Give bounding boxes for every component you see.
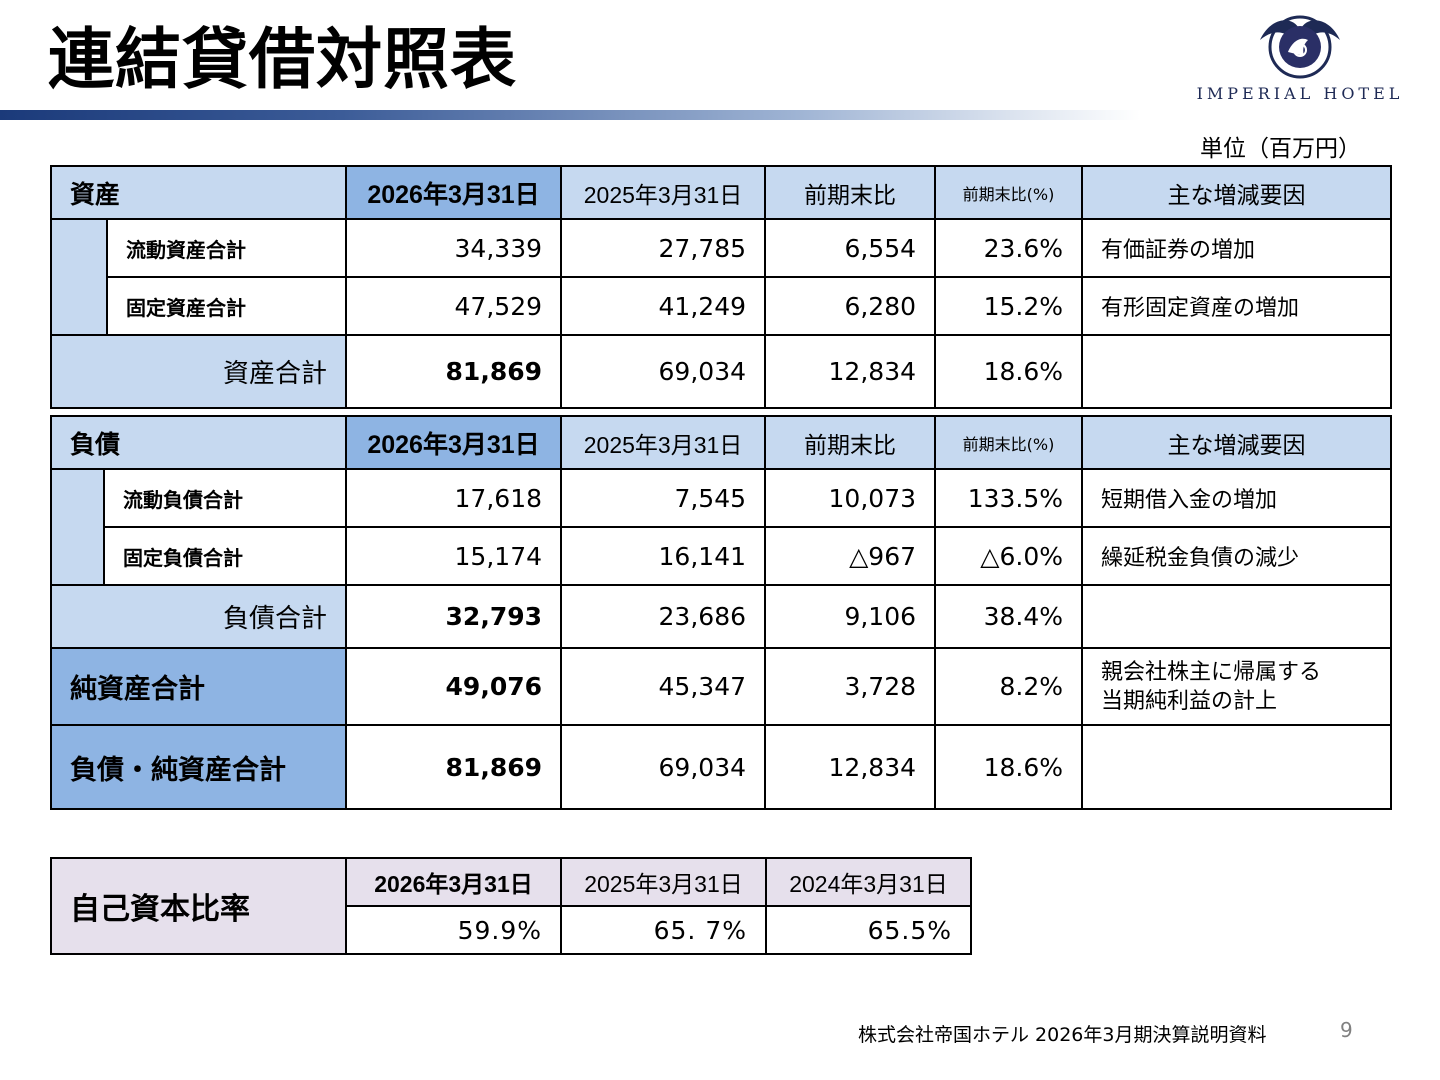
page-number: 9 [1340,1018,1353,1042]
col-header-date: 2025年3月31日 [560,857,767,907]
cell-value: 7,545 [560,468,767,528]
cell-value: 65.5% [765,905,972,955]
equity-ratio-table: 自己資本比率 2026年3月31日 2025年3月31日 2024年3月31日 … [50,857,972,955]
logo-wordmark: IMPERIAL HOTEL [1196,84,1404,103]
col-header-date1: 2026年3月31日 [345,415,563,470]
row-label: 流動負債合計 [102,468,348,528]
cell-value: 32,793 [345,584,563,649]
cell-value: 47,529 [345,276,563,336]
cell-value: 69,034 [560,334,767,409]
row-label: 資産合計 [49,334,348,409]
col-header-date: 2026年3月31日 [345,857,562,907]
cell-value: 23.6% [934,218,1084,278]
cell-value: 81,869 [345,724,563,810]
cell-value: 59.9% [345,905,562,955]
cell-value: 10,073 [764,468,937,528]
col-header-date2: 2025年3月31日 [560,165,767,220]
cell-value: 15,174 [345,526,563,586]
assets-table: 資産 2026年3月31日 2025年3月31日 前期末比 前期末比(%) 主な… [49,165,1393,409]
cell-value: 12,834 [764,334,937,409]
col-header-reason: 主な増減要因 [1081,415,1393,470]
cell-value: 18.6% [934,334,1084,409]
cell-reason [1081,724,1393,810]
col-header-diff: 前期末比 [764,165,937,220]
liabilities-section-label: 負債 [49,415,348,470]
cell-value: 69,034 [560,724,767,810]
cell-value: 6,280 [764,276,937,336]
cell-reason: 繰延税金負債の減少 [1081,526,1393,586]
cell-value: 45,347 [560,647,767,726]
row-label: 固定資産合計 [105,276,348,336]
title-underline [0,110,1140,120]
footer-text: 株式会社帝国ホテル 2026年3月期決算説明資料 [858,1024,1267,1046]
reason-line: 親会社株主に帰属する [1101,659,1322,685]
unit-label: 単位（百万円） [1200,136,1361,162]
cell-value: 6,554 [764,218,937,278]
cell-value: 81,869 [345,334,563,409]
col-header-date: 2024年3月31日 [765,857,972,907]
grand-total-row: 負債・純資産合計 81,869 69,034 12,834 18.6% [49,724,1393,810]
cell-reason: 短期借入金の増加 [1081,468,1393,528]
cell-value: △967 [764,526,937,586]
cell-reason [1081,334,1393,409]
assets-section-label: 資産 [49,165,348,220]
col-header-date1: 2026年3月31日 [345,165,563,220]
total-row: 資産合計 81,869 69,034 12,834 18.6% [49,334,1393,409]
cell-value: 133.5% [934,468,1084,528]
cell-value: 9,106 [764,584,937,649]
cell-reason: 有価証券の増加 [1081,218,1393,278]
row-label: 負債合計 [49,584,348,649]
cell-value: 49,076 [345,647,563,726]
cell-value: 27,785 [560,218,767,278]
row-label: 負債・純資産合計 [49,724,348,810]
cell-reason: 親会社株主に帰属する 当期純利益の計上 [1081,647,1393,726]
cell-value: 34,339 [345,218,563,278]
cell-value: 41,249 [560,276,767,336]
equity-value-row: 59.9% 65. 7% 65.5% [51,905,972,955]
indent-spacer [50,469,105,585]
assets-header-row: 資産 2026年3月31日 2025年3月31日 前期末比 前期末比(%) 主な… [49,165,1393,220]
equity-ratio-label: 自己資本比率 [50,857,347,955]
cell-value: 8.2% [934,647,1084,726]
equity-header-row: 自己資本比率 2026年3月31日 2025年3月31日 2024年3月31日 [50,857,972,955]
table-row: 固定負債合計 15,174 16,141 △967 △6.0% 繰延税金負債の減… [51,526,1393,586]
row-label: 純資産合計 [49,647,348,726]
cell-value: 18.6% [934,724,1084,810]
table-row: 流動負債合計 17,618 7,545 10,073 133.5% 短期借入金の… [50,468,1393,585]
col-header-reason: 主な増減要因 [1081,165,1393,220]
cell-value: 38.4% [934,584,1084,649]
row-label: 固定負債合計 [102,526,348,586]
col-header-date2: 2025年3月31日 [560,415,767,470]
cell-value: △6.0% [934,526,1084,586]
cell-value: 15.2% [934,276,1084,336]
cell-value: 65. 7% [560,905,767,955]
col-header-diff-pct: 前期末比(%) [934,165,1084,220]
table-row: 固定資産合計 47,529 41,249 6,280 15.2% 有形固定資産の… [51,276,1393,336]
cell-value: 3,728 [764,647,937,726]
cell-reason: 有形固定資産の増加 [1081,276,1393,336]
cell-value: 12,834 [764,724,937,810]
company-logo: IMPERIAL HOTEL [1186,10,1414,106]
col-header-diff-pct: 前期末比(%) [934,415,1084,470]
row-label: 流動資産合計 [105,218,348,278]
cell-value: 17,618 [345,468,563,528]
cell-reason [1081,584,1393,649]
crest-icon [1260,15,1340,79]
col-header-diff: 前期末比 [764,415,937,470]
page-title: 連結貸借対照表 [48,21,517,98]
net-assets-row: 純資産合計 49,076 45,347 3,728 8.2% 親会社株主に帰属す… [49,647,1393,726]
liabilities-table: 負債 2026年3月31日 2025年3月31日 前期末比 前期末比(%) 主な… [49,415,1393,810]
cell-value: 16,141 [560,526,767,586]
total-row: 負債合計 32,793 23,686 9,106 38.4% [49,584,1393,649]
liabilities-header-row: 負債 2026年3月31日 2025年3月31日 前期末比 前期末比(%) 主な… [49,415,1393,470]
indent-spacer [50,219,108,335]
reason-line: 当期純利益の計上 [1101,688,1278,714]
table-row: 流動資産合計 34,339 27,785 6,554 23.6% 有価証券の増加 [50,218,1393,335]
cell-value: 23,686 [560,584,767,649]
